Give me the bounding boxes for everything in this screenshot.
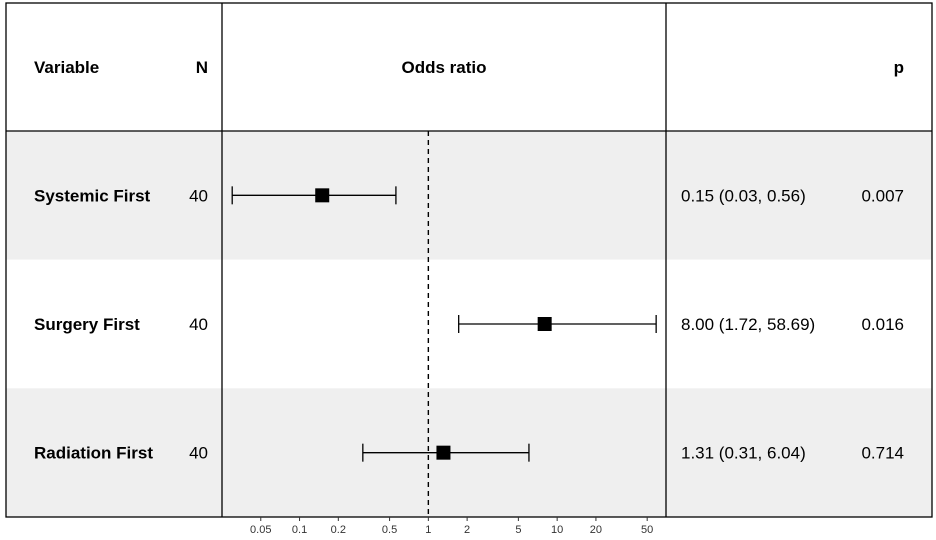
- row-n-value: 40: [189, 315, 208, 334]
- x-tick-label: 10: [551, 524, 563, 536]
- x-tick-label: 5: [515, 524, 521, 536]
- header-odds-ratio: Odds ratio: [401, 58, 486, 77]
- row-p-value: 0.714: [861, 444, 904, 463]
- x-tick-label: 20: [590, 524, 602, 536]
- outer-border: [5, 2, 933, 518]
- x-tick-label: 2: [464, 524, 470, 536]
- forest-row: Radiation First 40 1.31 (0.31, 6.04) 0.714: [34, 443, 904, 463]
- row-odds-ratio-text: 0.15 (0.03, 0.56): [681, 186, 806, 205]
- row-p-value: 0.016: [861, 315, 904, 334]
- header-p: p: [894, 58, 904, 77]
- row-band: [6, 131, 932, 260]
- data-rows: Systemic First 40 0.15 (0.03, 0.56) 0.007 Su…: [34, 186, 904, 463]
- x-tick-label: 50: [641, 524, 653, 536]
- row-p-value: 0.007: [861, 186, 904, 205]
- row-variable-label: Systemic First: [34, 186, 151, 205]
- x-tick-label: 0.5: [382, 524, 397, 536]
- header-n: N: [196, 58, 208, 77]
- header-variable: Variable: [34, 58, 99, 77]
- x-tick-label: 0.2: [331, 524, 346, 536]
- row-odds-ratio-text: 8.00 (1.72, 58.69): [681, 315, 815, 334]
- row-variable-label: Surgery First: [34, 315, 140, 334]
- forest-row: Systemic First 40 0.15 (0.03, 0.56) 0.007: [34, 186, 904, 205]
- odds-ratio-point: [537, 317, 552, 331]
- row-variable-label: Radiation First: [34, 444, 153, 463]
- odds-ratio-point: [436, 445, 451, 460]
- x-tick-label: 0.1: [292, 524, 307, 536]
- table-frame: [5, 2, 933, 518]
- row-n-value: 40: [189, 186, 208, 205]
- row-n-value: 40: [189, 444, 208, 463]
- x-tick-label: 1: [425, 524, 431, 536]
- odds-ratio-point: [315, 188, 330, 203]
- x-tick-label: 0.05: [250, 524, 271, 536]
- row-odds-ratio-text: 1.31 (0.31, 6.04): [681, 444, 806, 463]
- x-axis-ticks: 0.05 0.1 0.2 0.5 1 2 5 10 20 50: [250, 517, 653, 536]
- forest-row: Surgery First 40 8.00 (1.72, 58.69) 0.016: [34, 315, 904, 334]
